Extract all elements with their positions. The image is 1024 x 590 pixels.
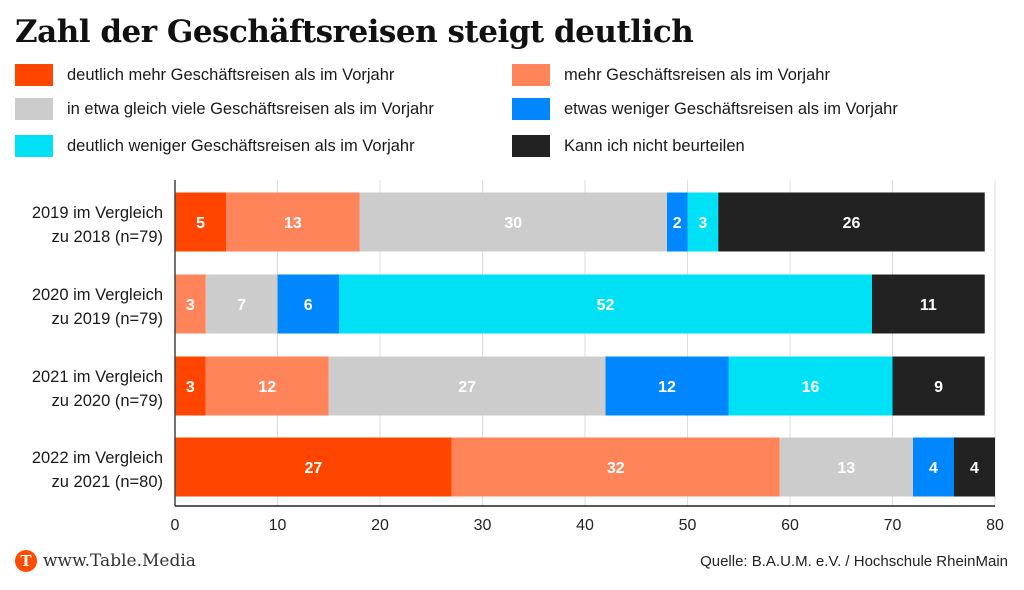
data-label: 4 (970, 460, 979, 477)
bar-segment (605, 356, 729, 416)
category-label: 2020 im Vergleich (32, 286, 163, 304)
legend-item: etwas weniger Geschäftsreisen als im Vor… (512, 97, 898, 121)
x-tick-label: 60 (781, 517, 799, 534)
category-label: 2019 im Vergleich (32, 204, 163, 222)
legend-label: deutlich mehr Geschäftsreisen als im Vor… (67, 65, 395, 84)
data-label: 13 (284, 215, 302, 232)
legend-item: deutlich mehr Geschäftsreisen als im Vor… (15, 63, 394, 87)
bar-segment (667, 192, 688, 252)
site-link[interactable]: www.Table.Media (43, 551, 196, 571)
chart-title: Zahl der Geschäftsreisen steigt deutlich (15, 14, 694, 50)
bar-segment (175, 437, 452, 497)
data-label: 27 (458, 379, 476, 396)
legend-item: deutlich weniger Geschäftsreisen als im … (15, 134, 415, 158)
bar-segment (872, 274, 985, 334)
data-label: 13 (837, 460, 855, 477)
data-label: 3 (698, 215, 707, 232)
data-label: 52 (597, 297, 615, 314)
bar-segment (205, 274, 278, 334)
data-label: 11 (920, 297, 937, 314)
bar-segment (892, 356, 985, 416)
bar-segment (175, 356, 206, 416)
data-label: 7 (237, 297, 246, 314)
data-label: 3 (186, 297, 195, 314)
data-label: 6 (304, 297, 313, 314)
bar-segment (687, 192, 719, 252)
footer-brand: T www.Table.Media (15, 550, 196, 572)
legend-label: mehr Geschäftsreisen als im Vorjahr (564, 65, 830, 84)
bar-segment (175, 274, 206, 334)
bar-segment (328, 356, 606, 416)
x-tick-label: 10 (269, 517, 287, 534)
data-label: 2 (673, 215, 682, 232)
data-label: 9 (934, 379, 943, 396)
legend-label: in etwa gleich viele Geschäftsreisen als… (67, 99, 434, 118)
data-label: 16 (802, 379, 820, 396)
x-tick-label: 50 (679, 517, 697, 534)
legend-swatch (15, 64, 53, 86)
category-label: zu 2018 (n=79) (52, 228, 163, 246)
x-tick-label: 20 (371, 517, 389, 534)
bar-segment (718, 192, 985, 252)
bar-segment (175, 192, 227, 252)
bar-segment (779, 437, 913, 497)
legend-label: etwas weniger Geschäftsreisen als im Vor… (564, 99, 898, 118)
data-label: 26 (843, 215, 861, 232)
bar-segment (451, 437, 780, 497)
x-tick-label: 40 (576, 517, 594, 534)
source-note: Quelle: B.A.U.M. e.V. / Hochschule Rhein… (700, 553, 1008, 570)
bar-segment (359, 192, 667, 252)
x-tick-label: 80 (986, 517, 1004, 534)
legend-item: mehr Geschäftsreisen als im Vorjahr (512, 63, 830, 87)
legend-swatch (15, 135, 53, 157)
bar-segment (205, 356, 329, 416)
legend-swatch (15, 98, 53, 120)
data-label: 5 (196, 215, 205, 232)
legend-item: in etwa gleich viele Geschäftsreisen als… (15, 97, 434, 121)
x-tick-label: 0 (171, 517, 180, 534)
data-label: 30 (504, 215, 522, 232)
bar-segment (913, 437, 954, 497)
data-label: 27 (304, 460, 322, 477)
category-label: zu 2019 (n=79) (52, 310, 163, 328)
legend-item: Kann ich nicht beurteilen (512, 134, 745, 158)
data-label: 12 (258, 379, 276, 396)
legend-label: Kann ich nicht beurteilen (564, 136, 745, 155)
category-label: 2022 im Vergleich (32, 449, 163, 467)
bar-segment (339, 274, 872, 334)
legend-swatch (512, 64, 550, 86)
bar-segment (728, 356, 893, 416)
category-label: zu 2021 (n=80) (52, 473, 163, 491)
data-label: 32 (607, 460, 625, 477)
legend-swatch (512, 135, 550, 157)
data-label: 4 (929, 460, 938, 477)
data-label: 12 (658, 379, 676, 396)
bar-segment (277, 274, 339, 334)
category-label: 2021 im Vergleich (32, 368, 163, 386)
category-label: zu 2020 (n=79) (52, 392, 163, 410)
table-media-logo-icon: T (15, 550, 37, 572)
data-label: 3 (186, 379, 195, 396)
bar-segment (226, 192, 360, 252)
x-tick-label: 70 (884, 517, 902, 534)
legend-swatch (512, 98, 550, 120)
x-tick-label: 30 (474, 517, 492, 534)
bar-segment (954, 437, 995, 497)
legend-label: deutlich weniger Geschäftsreisen als im … (67, 136, 415, 155)
